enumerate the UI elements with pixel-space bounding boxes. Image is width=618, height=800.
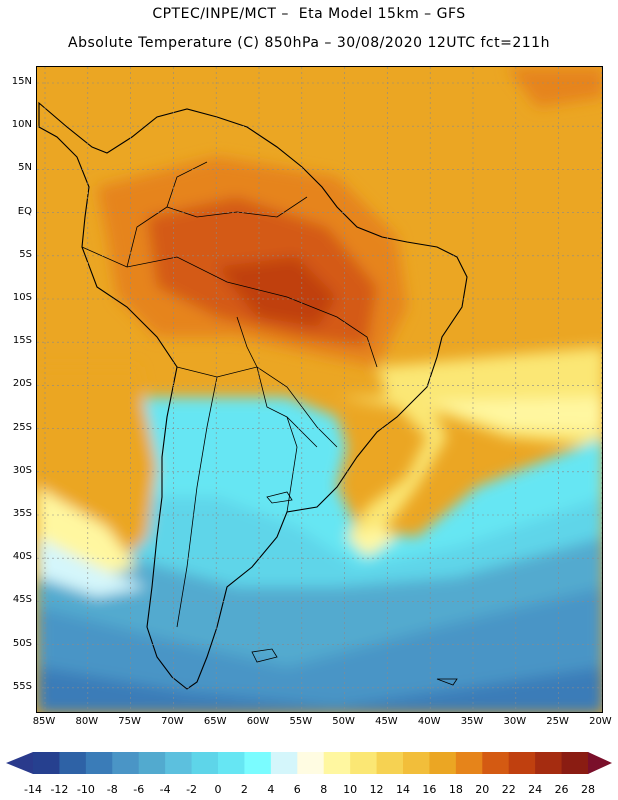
lat-label: 25S [12,421,32,433]
colorbar-tick-label: 12 [369,783,384,796]
lat-label: EQ [17,205,32,217]
lon-label: 55W [289,716,313,727]
colorbar-swatch [429,752,457,774]
lat-label: 20S [12,378,32,390]
lat-label: 10N [11,119,32,131]
colorbar-tick-label: 24 [528,783,543,796]
colorbar-tick-label: 22 [501,783,516,796]
colorbar-swatch [482,752,510,774]
lon-label: 75W [118,716,141,727]
lat-label: 5N [18,162,32,174]
lon-label: 50W [332,716,355,727]
colorbar-tick-label: 0 [214,783,222,796]
colorbar-swatch [323,752,351,774]
lat-label: 15N [11,76,32,87]
colorbar-swatch [33,752,60,774]
colorbar-swatch [561,752,589,774]
colorbar-over-arrow [588,752,612,774]
colorbar-tick-label: 28 [581,783,595,796]
colorbar-swatch [297,752,325,774]
colorbar-tick-label: -6 [133,783,145,796]
colorbar-swatch [244,752,272,774]
colorbar-swatch [138,752,166,774]
lat-label: 35S [12,508,32,519]
lat-label: 15S [12,335,32,347]
lon-label: 65W [203,716,227,727]
title-line-1: CPTEC/INPE/MCT – Eta Model 15km – GFS [152,6,466,22]
colorbar-tick-label: -10 [76,783,95,796]
colorbar-tick-label: 6 [293,783,301,796]
colorbar-tick-label: 8 [320,783,328,796]
colorbar-tick-label: 2 [240,783,248,796]
colorbar-tick-label: 26 [554,783,569,796]
colorbar-swatch [59,752,87,774]
colorbar-swatch [191,752,219,774]
colorbar [6,752,612,774]
colorbar-tick-label: -4 [159,783,171,796]
colorbar-swatch [508,752,536,774]
colorbar-tick-label: 10 [343,783,358,796]
lat-label: 5S [19,248,32,260]
lon-label: 20W [589,716,612,727]
colorbar-under-arrow [6,752,33,774]
lon-label: 25W [546,716,569,727]
colorbar-swatch [535,752,563,774]
colorbar-swatch [85,752,113,774]
colorbar-swatch [455,752,483,774]
lon-label: 80W [75,716,99,727]
colorbar-swatch [270,752,298,774]
colorbar-tick-label: 4 [267,783,275,796]
lat-label: 50S [12,637,32,649]
lat-label: 45S [12,594,32,606]
colorbar-tick-label: 14 [396,783,410,796]
colorbar-tick-label: 16 [422,783,437,796]
colorbar-tick-label: 20 [475,783,490,796]
lon-label: 30W [503,716,527,727]
colorbar-swatch [350,752,378,774]
temperature-map[interactable] [36,66,603,713]
colorbar-tick-label: -14 [24,783,42,796]
lat-label: 10S [12,292,32,303]
lon-label: 60W [246,716,270,727]
lat-label: 40S [12,551,32,563]
lon-label: 45W [375,716,398,727]
lon-label: 70W [161,716,184,727]
lon-label: 40W [417,716,441,727]
lon-label: 35W [460,716,484,727]
colorbar-swatch [165,752,193,774]
lat-label: 55S [12,680,32,692]
colorbar-tick-label: 18 [448,783,463,796]
colorbar-tick-label: -2 [186,783,198,796]
lon-label: 85W [32,716,56,727]
colorbar-swatch [376,752,404,774]
colorbar-tick-label: -12 [50,783,69,796]
title-line-2: Absolute Temperature (C) 850hPa – 30/08/… [68,35,550,51]
colorbar-swatch [218,752,245,774]
lat-label: 30S [12,464,32,476]
colorbar-swatch [403,752,430,774]
colorbar-tick-label: -8 [106,783,118,796]
colorbar-swatch [112,752,140,774]
